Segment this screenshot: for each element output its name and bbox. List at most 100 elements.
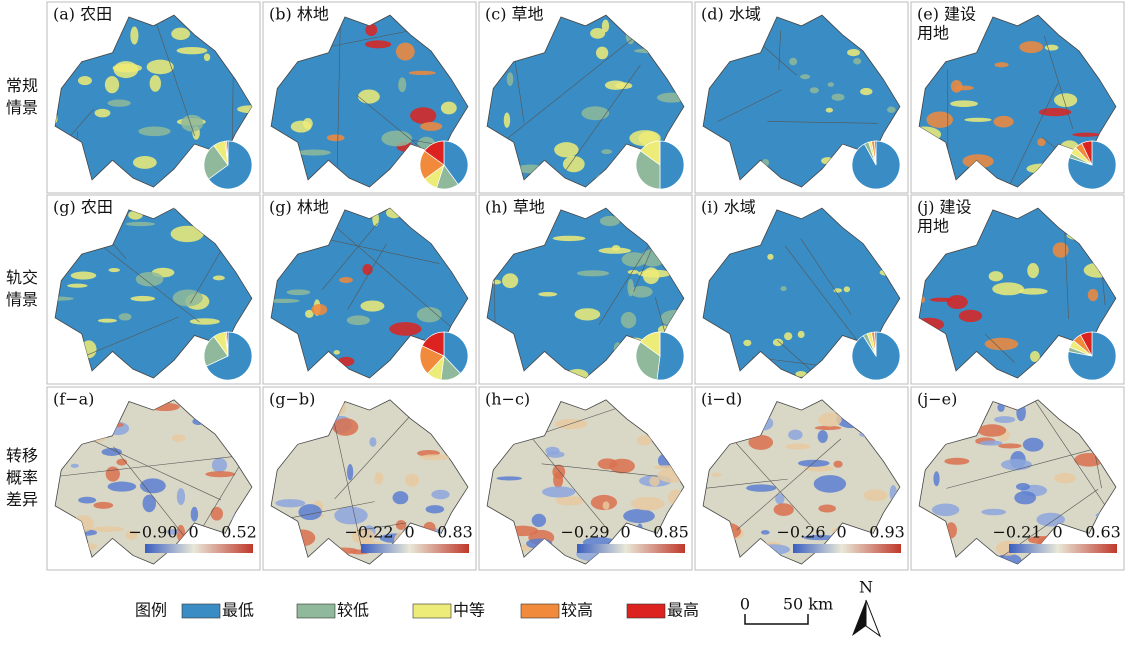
map-patch — [554, 142, 578, 157]
map-patch — [959, 310, 982, 322]
legend-swatch — [521, 604, 559, 618]
map-patch — [596, 47, 608, 60]
map-patch — [365, 40, 391, 48]
map-patch — [810, 87, 819, 93]
map-patch — [788, 430, 802, 440]
colorbar-label: −0.21 — [992, 523, 1041, 542]
panel-label: (d) 水域 — [701, 5, 761, 24]
map-patch — [67, 284, 87, 288]
map-patch — [853, 58, 861, 64]
colorbar — [793, 544, 901, 553]
panel-label: (j−e) — [917, 390, 957, 409]
map-patch — [964, 118, 991, 122]
row-label: 情景 — [6, 290, 38, 309]
map-patch — [598, 248, 631, 254]
map-patch — [630, 286, 653, 297]
colorbar — [145, 544, 253, 553]
map-patch — [832, 94, 845, 101]
colorbar-label: 0 — [189, 523, 199, 542]
panel-label: (i) 水域 — [701, 198, 756, 217]
legend-swatch — [297, 604, 335, 618]
map-patch — [998, 443, 1022, 448]
map-patch — [947, 295, 968, 309]
map-patch — [327, 134, 345, 141]
map-patch — [212, 458, 227, 473]
map-patch — [785, 443, 810, 449]
map-patch — [420, 454, 450, 460]
map-patch — [980, 440, 1003, 445]
map-patch — [545, 447, 559, 455]
legend-swatch — [182, 604, 220, 618]
map-patch — [1039, 108, 1072, 116]
map-patch — [601, 149, 612, 154]
north-label: N — [859, 578, 873, 597]
map-patch — [789, 58, 797, 66]
map-patch — [1088, 289, 1098, 301]
map-patch — [334, 350, 340, 355]
panel-label: (i−d) — [701, 390, 742, 409]
panel-label: (g) 农田 — [53, 198, 113, 217]
map-patch — [140, 478, 166, 493]
map-patch — [441, 102, 457, 115]
map-patch — [985, 338, 1019, 351]
panel-label: 用地 — [917, 24, 949, 43]
map-patch — [860, 88, 872, 95]
map-patch — [374, 472, 383, 484]
panel-label: (e) 建设 — [917, 5, 976, 24]
north-arrow — [866, 600, 880, 636]
row-label: 转移 — [6, 446, 38, 465]
colorbar-label: 0 — [405, 523, 415, 542]
figure: 常规情景轨交情景转移概率差异(a) 农田(b) 林地(c) 草地(d) 水域(e… — [0, 0, 1132, 643]
map-patch — [396, 43, 415, 61]
map-patch — [287, 289, 311, 295]
map-patch — [381, 131, 412, 147]
panel-label: (h) 草地 — [485, 198, 545, 217]
map-patch — [496, 476, 522, 480]
map-patch — [1054, 473, 1076, 483]
colorbar-label: 0 — [837, 523, 847, 542]
map-patch — [393, 491, 409, 504]
map-patch — [621, 312, 636, 328]
map-patch — [818, 430, 828, 443]
map-patch — [298, 504, 321, 520]
panel-label: (f−a) — [53, 390, 94, 409]
map-patch — [1045, 45, 1059, 51]
map-patch — [119, 313, 132, 320]
map-patch — [933, 471, 939, 486]
map-patch — [926, 111, 953, 127]
colorbar-label: −0.26 — [776, 523, 825, 542]
map-patch — [365, 24, 377, 36]
map-patch — [347, 464, 353, 480]
map-patch — [172, 434, 186, 441]
colorbar — [577, 544, 685, 553]
legend-label: 较低 — [337, 601, 369, 620]
legend-swatch — [627, 604, 665, 618]
map-patch — [800, 74, 810, 79]
colorbar-label: 0.93 — [869, 523, 905, 542]
map-patch — [410, 107, 436, 124]
map-patch — [190, 318, 220, 325]
map-patch — [492, 280, 501, 285]
row-label: 轨交 — [6, 268, 38, 287]
map-patch — [71, 464, 79, 468]
colorbar-label: 0 — [1053, 523, 1063, 542]
map-patch — [95, 109, 111, 118]
map-patch — [555, 496, 584, 505]
scale-bar — [745, 614, 808, 624]
map-patch — [177, 47, 208, 54]
map-patch — [298, 150, 331, 156]
legend-label: 较高 — [561, 601, 593, 620]
map-patch — [78, 497, 96, 504]
map-patch — [360, 300, 384, 311]
map-patch — [71, 272, 97, 280]
map-patch — [577, 270, 609, 276]
map-patch — [1027, 263, 1039, 278]
map-patch — [590, 28, 605, 39]
map-patch — [171, 28, 190, 40]
map-patch — [603, 501, 610, 509]
map-patch — [311, 304, 327, 315]
map-patch — [643, 267, 659, 284]
map-patch — [1019, 41, 1043, 53]
map-patch — [1023, 438, 1044, 452]
map-patch — [761, 530, 770, 535]
